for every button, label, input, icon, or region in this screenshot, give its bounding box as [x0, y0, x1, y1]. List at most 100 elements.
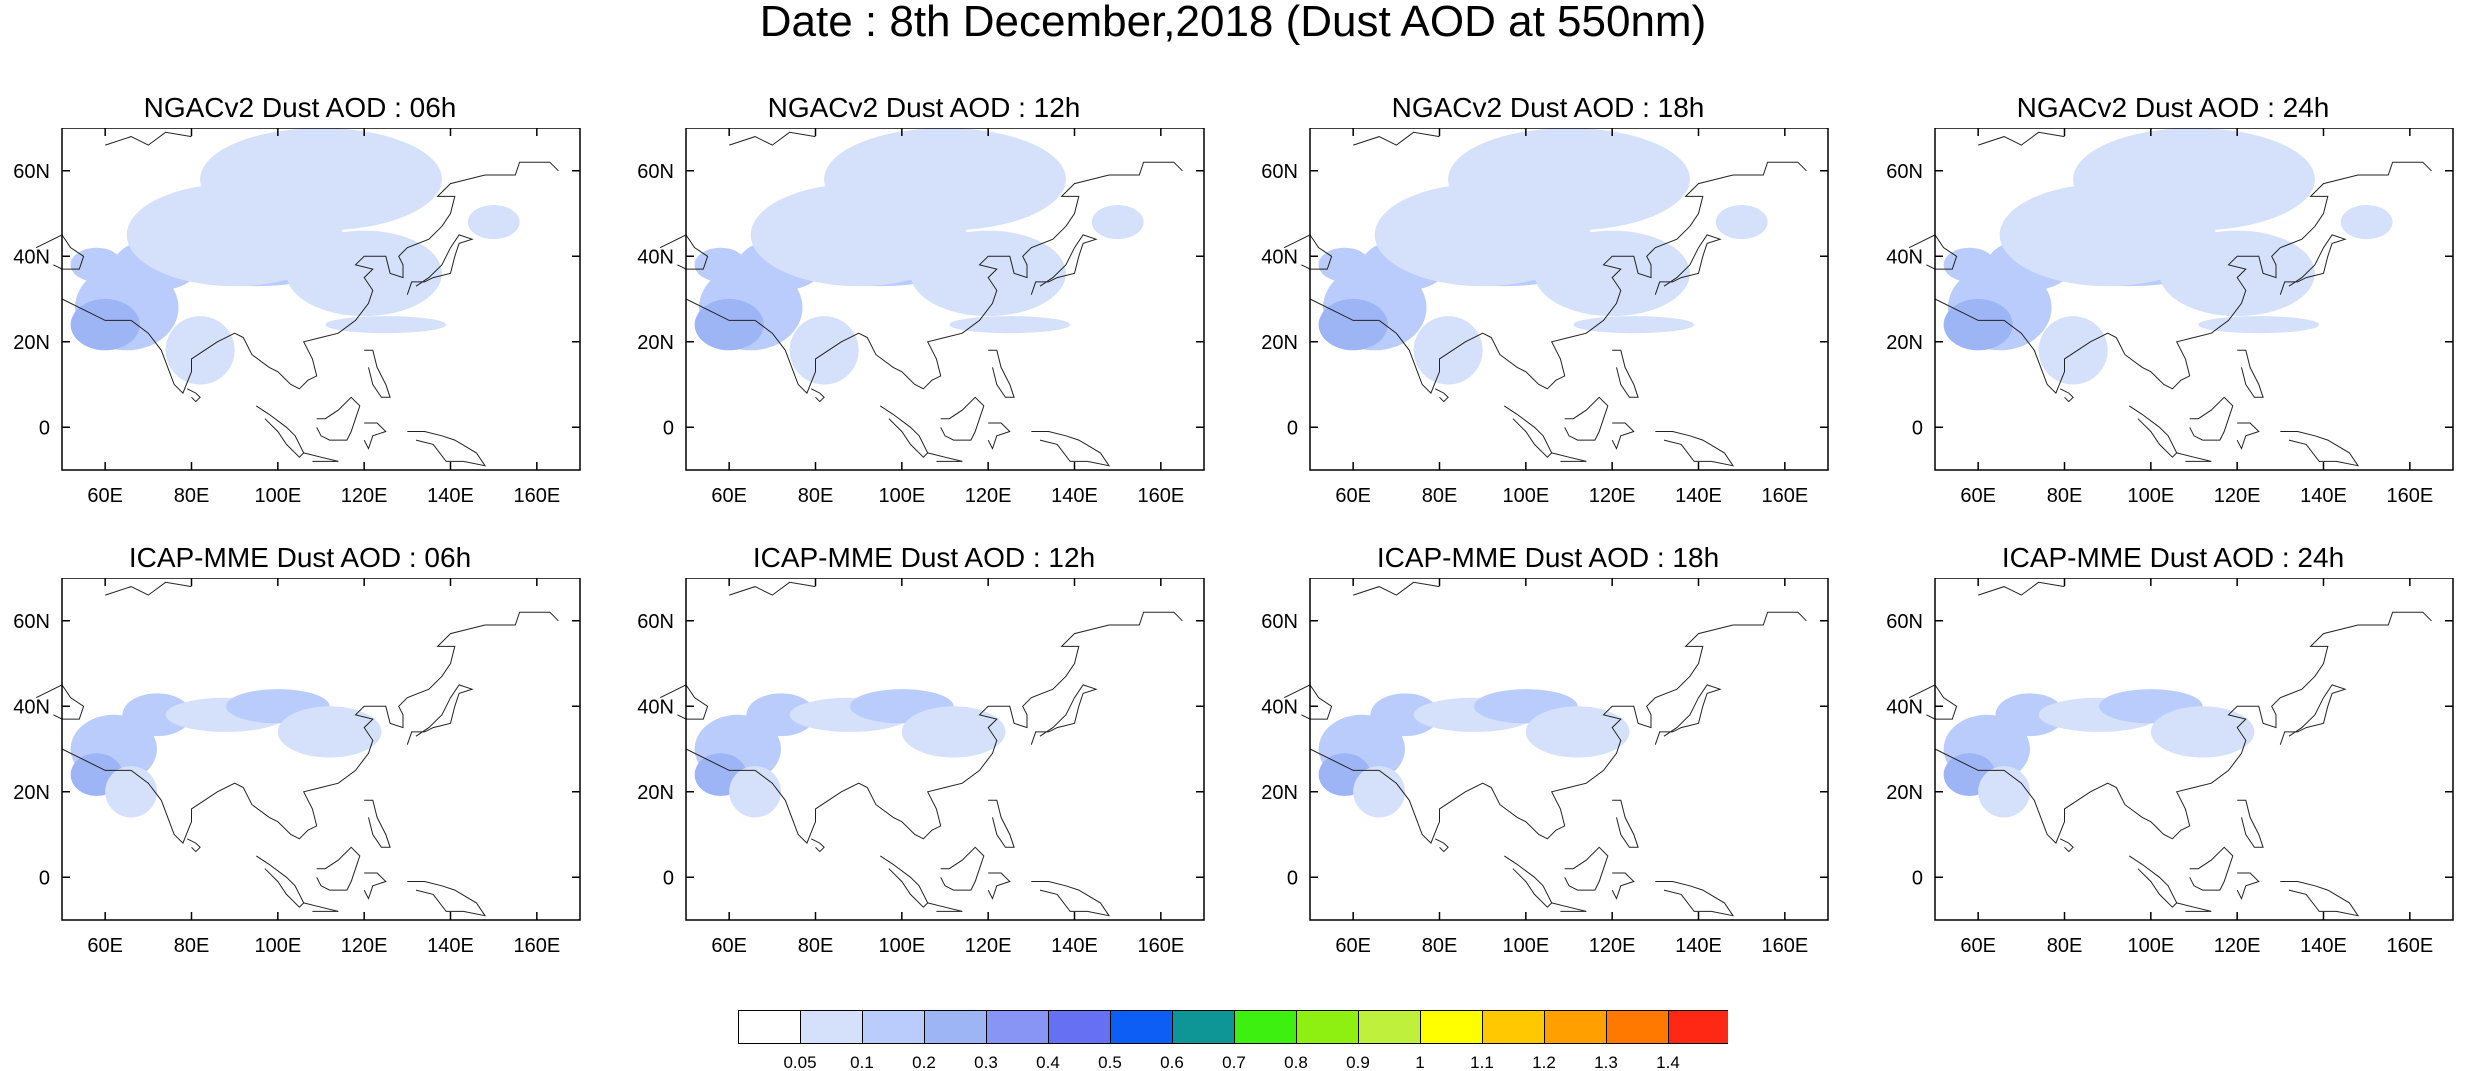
coastline — [988, 799, 1015, 848]
aod-shading — [1715, 204, 1768, 240]
coastline — [685, 611, 1183, 844]
colorbar-segment — [1482, 1010, 1545, 1044]
lat-tick-label: 0 — [39, 417, 50, 439]
coastline — [987, 422, 1011, 450]
map-frame — [1309, 128, 1829, 471]
aod-shading — [1374, 183, 1591, 287]
aod-shading — [694, 299, 764, 351]
coastline — [2129, 855, 2178, 908]
aod-shading — [729, 766, 781, 818]
colorbar-segment — [924, 1010, 987, 1044]
lon-tick-label: 160E — [1137, 935, 1184, 957]
lon-tick-label: 100E — [1502, 935, 1549, 957]
aod-shading — [165, 316, 235, 385]
colorbar-label: 0.9 — [1346, 1053, 1370, 1071]
lon-tick-label: 160E — [513, 485, 560, 507]
lon-tick-label: 60E — [87, 935, 123, 957]
lat-tick-label: 60N — [1261, 611, 1298, 633]
coastline — [2189, 396, 2234, 441]
panel-title: NGACv2 Dust AOD : 12h — [767, 92, 1081, 123]
lon-tick-label: 60E — [711, 935, 747, 957]
panel-title: ICAP-MME Dust AOD : 06h — [128, 542, 472, 573]
coastline — [2059, 838, 2074, 853]
lat-tick-label: 60N — [1886, 611, 1923, 633]
colorbar-segment — [1234, 1010, 1297, 1044]
lat-tick-label: 20N — [13, 332, 50, 354]
aod-shading — [750, 183, 967, 287]
colorbar-segment — [1110, 1010, 1173, 1044]
coastline — [2176, 452, 2212, 462]
coastline — [1030, 684, 1098, 745]
lon-tick-label: 140E — [427, 485, 474, 507]
coastline — [303, 902, 339, 912]
coastline — [1934, 161, 2432, 394]
lat-tick-label: 20N — [1886, 782, 1923, 804]
coastline — [1612, 349, 1639, 398]
colorbar-segment — [1668, 1010, 1728, 1044]
map-frame — [1934, 128, 2454, 471]
colorbar-segment — [738, 1010, 801, 1044]
panel-title: ICAP-MME Dust AOD : 24h — [2001, 542, 2345, 573]
lon-tick-label: 80E — [1422, 485, 1458, 507]
colorbar-label: 0.6 — [1160, 1053, 1184, 1071]
coastline — [2237, 799, 2264, 848]
coastline — [2279, 234, 2347, 295]
coastline — [940, 846, 985, 891]
colorbar-label: 1.2 — [1532, 1053, 1556, 1071]
map-svg: 60N 40N 20N 0 60E 80E 100E 120E 140E 160E — [1886, 578, 2454, 957]
lat-tick-label: 40N — [1261, 246, 1298, 268]
coastline — [988, 349, 1015, 398]
lon-tick-label: 100E — [2127, 935, 2174, 957]
map-frame — [61, 578, 581, 921]
coastline — [316, 846, 361, 891]
lat-tick-label: 60N — [637, 161, 674, 183]
panel-title: NGACv2 Dust AOD : 18h — [1391, 92, 1705, 123]
lat-tick-label: 20N — [1261, 332, 1298, 354]
map-panel-icap-12h: ICAP-MME Dust AOD : 12h 60N 40N 20N 0 60E 80E… — [624, 540, 1224, 980]
coastline — [1504, 855, 1553, 908]
figure-title: Date : 8th December,2018 (Dust AOD at 55… — [759, 0, 1707, 46]
coastline — [1978, 581, 2065, 596]
colorbar-label: 1.4 — [1656, 1053, 1680, 1071]
lat-tick-label: 20N — [637, 332, 674, 354]
colorbar-label: 0.7 — [1222, 1053, 1246, 1071]
coastline — [61, 611, 559, 844]
coastline — [61, 161, 559, 394]
lon-tick-label: 80E — [174, 935, 210, 957]
lat-tick-label: 20N — [1886, 332, 1923, 354]
aod-shading — [1995, 693, 2065, 737]
lat-tick-label: 60N — [1261, 161, 1298, 183]
coastline — [1434, 388, 1449, 403]
lat-tick-label: 40N — [13, 246, 50, 268]
lon-tick-label: 60E — [87, 485, 123, 507]
coastline — [364, 799, 391, 848]
lat-tick-label: 0 — [1287, 867, 1298, 889]
lon-tick-label: 100E — [254, 485, 301, 507]
lat-tick-label: 20N — [1261, 782, 1298, 804]
coastline — [1934, 611, 2432, 844]
coastline — [316, 396, 361, 441]
coastline — [1309, 161, 1807, 394]
lat-tick-label: 40N — [13, 696, 50, 718]
colorbar-segment — [1358, 1010, 1421, 1044]
map-panel-ngac-24h: NGACv2 Dust AOD : 24h 60N 40N 20N 0 60E 80E 10… — [1873, 90, 2466, 530]
lon-tick-label: 160E — [1761, 485, 1808, 507]
lon-tick-label: 80E — [798, 935, 834, 957]
aod-shading — [1978, 766, 2030, 818]
aod-shading — [1573, 316, 1695, 334]
lat-tick-label: 40N — [637, 696, 674, 718]
lat-tick-label: 0 — [1912, 417, 1923, 439]
colorbar-segment — [1048, 1010, 1111, 1044]
colorbar-label: 0.8 — [1284, 1053, 1308, 1071]
coastline — [2280, 881, 2360, 917]
map-frame — [685, 578, 1205, 921]
map-panel-ngac-06h: NGACv2 Dust AOD : 06h 60N 40N 20N 0 60E 80E 10… — [0, 90, 600, 530]
lon-tick-label: 100E — [254, 935, 301, 957]
lon-tick-label: 80E — [2047, 935, 2083, 957]
colorbar-label: 0.5 — [1098, 1053, 1122, 1071]
lon-tick-label: 60E — [1960, 935, 1996, 957]
coastline — [1655, 881, 1735, 917]
lon-tick-label: 160E — [2386, 935, 2433, 957]
aod-shading — [1091, 204, 1144, 240]
aod-shading — [789, 316, 859, 385]
